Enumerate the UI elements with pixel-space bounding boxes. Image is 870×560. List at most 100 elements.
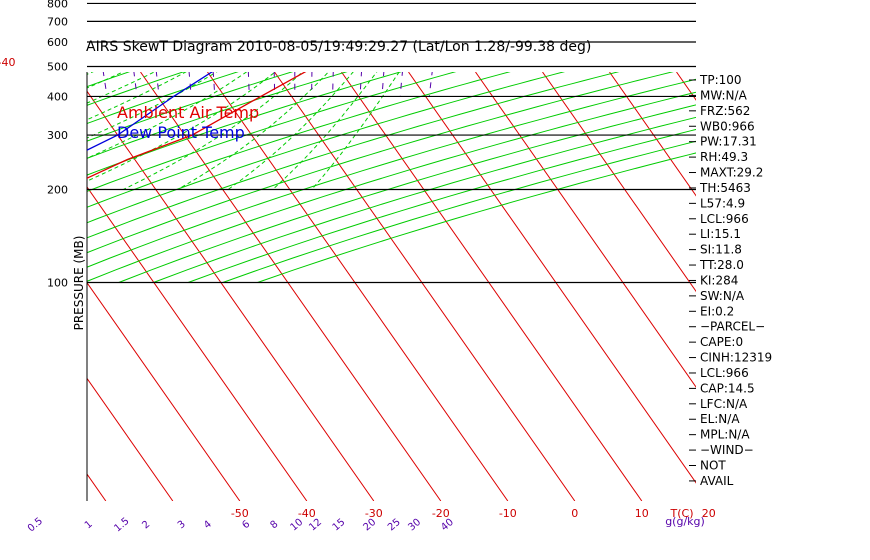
pressure-tick-label: 400 — [47, 90, 68, 103]
moist-adiabat-line — [87, 72, 187, 121]
mixing-ratio-tick-label: 25 — [386, 517, 403, 534]
isotherm-line — [207, 72, 509, 501]
stats-label: LCL:966 — [700, 366, 749, 380]
isotherm-line — [87, 281, 241, 501]
stats-label: PW:17.31 — [700, 135, 757, 149]
dry-adiabat-line — [87, 72, 674, 254]
isotherm-line — [274, 72, 576, 501]
dry-adiabat-line — [0, 0, 1, 283]
stats-label: CAPE:0 — [700, 335, 743, 349]
axis-labels: 1002003004005006007008009001000-50-40-30… — [0, 0, 716, 534]
mixing-ratio-tick-label: 6 — [240, 519, 252, 532]
mixing-ratio-tick-label: 4 — [202, 519, 214, 532]
stats-label: −PARCEL− — [700, 320, 765, 334]
y-axis-label: PRESSURE (MB) — [72, 236, 86, 331]
bottom-temp-tick-label: 10 — [635, 507, 649, 520]
pressure-tick-label: 600 — [47, 36, 68, 49]
stats-label: CAP:14.5 — [700, 381, 755, 395]
isotherm-line — [87, 377, 174, 501]
dry-adiabat-line — [87, 91, 696, 282]
stats-label: RH:49.3 — [700, 150, 748, 164]
temp-unit-label: T(C) — [670, 507, 694, 520]
top-temp-tick-label: -40 — [0, 56, 15, 69]
dry-adiabat-line — [87, 72, 457, 192]
dry-adiabat-line — [153, 116, 696, 283]
bottom-temp-tick-label: -40 — [298, 507, 316, 520]
mixing-ratio-tick-label: 2 — [140, 519, 152, 532]
mixing-ratio-tick-label: 15 — [331, 517, 348, 534]
mixing-ratio-tick-label: 1.5 — [112, 516, 131, 535]
dry-adiabat-line — [187, 128, 696, 283]
isotherm-line — [475, 72, 696, 388]
dry-adiabat-line — [87, 78, 696, 268]
stats-label: LI:15.1 — [700, 227, 741, 241]
stats-label: NOT — [700, 459, 726, 473]
mixing-ratio-tick-label: 0.5 — [26, 516, 45, 535]
moist-adiabat-line — [0, 0, 268, 190]
stats-label: WB0:966 — [700, 119, 755, 133]
dry-adiabat-line — [118, 104, 696, 283]
bottom-temp-tick-label: 20 — [702, 507, 716, 520]
legend-dew-point-temp: Dew Point Temp — [117, 123, 245, 142]
dry-adiabat-line — [222, 140, 696, 283]
isotherm-line — [408, 72, 696, 484]
pressure-tick-label: 500 — [47, 60, 68, 73]
moist-adiabat-line — [177, 72, 330, 190]
dry-adiabat-line — [257, 152, 696, 283]
mixing-ratio-tick-label: 30 — [406, 517, 423, 534]
stats-label: LFC:N/A — [700, 397, 748, 411]
stats-label: SW:N/A — [700, 289, 745, 303]
stats-label: TH:5463 — [699, 181, 751, 195]
stats-label: LCL:966 — [700, 212, 749, 226]
bottom-temp-tick-label: -50 — [231, 507, 249, 520]
isotherm-line — [140, 72, 442, 501]
stats-label: MPL:N/A — [700, 428, 750, 442]
bottom-temp-tick-label: -10 — [499, 507, 517, 520]
isotherm-line — [341, 72, 643, 501]
moist-adiabat-line — [87, 72, 94, 75]
moist-adiabat-line — [87, 72, 276, 182]
pressure-tick-label: 700 — [47, 15, 68, 28]
background-lines — [0, 0, 696, 501]
stats-label: MAXT:29.2 — [700, 166, 763, 180]
bottom-temp-tick-label: -20 — [432, 507, 450, 520]
bottom-temp-tick-label: -30 — [365, 507, 383, 520]
moist-adiabat-line — [87, 72, 125, 89]
dry-adiabat-line — [87, 72, 620, 239]
chart-title: AIRS SkewT Diagram 2010-08-05/19:49:29.2… — [86, 39, 591, 55]
isotherm-line — [87, 186, 308, 501]
stats-label: MW:N/A — [700, 88, 748, 102]
stats-label: TT:28.0 — [699, 258, 744, 272]
dry-adiabat-line — [87, 72, 566, 224]
isotherm-line — [87, 90, 375, 501]
mixing-ratio-tick-label: 8 — [269, 519, 281, 532]
isobar-lines — [86, 2, 696, 501]
pressure-tick-label: 300 — [47, 129, 68, 142]
legend-ambient-air-temp: Ambient Air Temp — [117, 103, 259, 122]
moist-adiabat-line — [87, 72, 218, 139]
legend: Ambient Air Temp Dew Point Temp — [117, 103, 259, 142]
stats-label: KI:284 — [700, 273, 738, 287]
stats-label: FRZ:562 — [700, 104, 750, 118]
mixing-ratio-unit-label: g(g/kg) — [665, 515, 705, 528]
dry-adiabat-line — [87, 72, 348, 159]
isotherm-line — [609, 72, 696, 197]
stats-label: L57:4.9 — [700, 196, 745, 210]
stats-label: TP:100 — [699, 73, 742, 87]
moist-adiabat-line — [87, 72, 248, 159]
stats-label: EI:0.2 — [700, 304, 734, 318]
isotherm-line — [0, 72, 39, 501]
moist-adiabat-line — [311, 72, 400, 190]
pressure-tick-label: 800 — [47, 0, 68, 10]
stats-label: CINH:12319 — [700, 351, 772, 365]
moist-adiabat-line — [123, 72, 304, 190]
stats-label: SI:11.8 — [700, 243, 742, 257]
bottom-temp-tick-label: 0 — [571, 507, 578, 520]
stats-label: −WIND− — [700, 443, 754, 457]
pressure-tick-label: 200 — [47, 183, 68, 196]
isotherm-line — [542, 72, 696, 293]
pressure-tick-label: 100 — [47, 276, 68, 289]
stats-label: AVAIL — [700, 474, 734, 488]
mixing-ratio-tick-label: 1 — [83, 519, 95, 532]
